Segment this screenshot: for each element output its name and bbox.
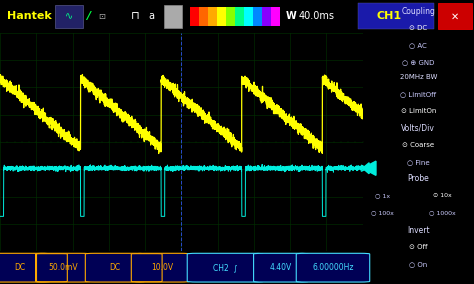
Text: 6.00000Hz: 6.00000Hz xyxy=(312,263,354,272)
FancyBboxPatch shape xyxy=(217,7,226,26)
FancyBboxPatch shape xyxy=(36,253,90,282)
Text: 0.000s: 0.000s xyxy=(194,42,223,51)
Text: ⊙ 10x: ⊙ 10x xyxy=(433,193,452,199)
FancyBboxPatch shape xyxy=(85,253,145,282)
Text: ✕: ✕ xyxy=(451,11,459,21)
Text: ○ On: ○ On xyxy=(409,261,428,267)
FancyBboxPatch shape xyxy=(253,7,262,26)
Text: ○ 1x: ○ 1x xyxy=(375,193,390,199)
Text: ⊙ DC: ⊙ DC xyxy=(409,25,428,32)
FancyBboxPatch shape xyxy=(190,7,280,26)
FancyBboxPatch shape xyxy=(199,7,208,26)
FancyBboxPatch shape xyxy=(36,254,67,282)
FancyBboxPatch shape xyxy=(262,7,271,26)
Text: W: W xyxy=(286,11,297,21)
FancyBboxPatch shape xyxy=(438,3,472,30)
FancyBboxPatch shape xyxy=(208,7,217,26)
Text: ⊡: ⊡ xyxy=(99,12,105,21)
Text: Probe: Probe xyxy=(408,174,429,183)
Text: /: / xyxy=(86,11,90,21)
Polygon shape xyxy=(363,161,376,175)
Text: ∿: ∿ xyxy=(64,11,73,21)
FancyBboxPatch shape xyxy=(0,253,50,282)
FancyBboxPatch shape xyxy=(226,7,235,26)
Text: ⊙ Coarse: ⊙ Coarse xyxy=(402,142,434,148)
FancyBboxPatch shape xyxy=(190,7,199,26)
Text: ○ 100x: ○ 100x xyxy=(371,210,394,216)
Text: CH2  ∫: CH2 ∫ xyxy=(213,263,237,272)
FancyBboxPatch shape xyxy=(131,254,162,282)
Text: 40.0ms: 40.0ms xyxy=(299,11,335,21)
FancyBboxPatch shape xyxy=(187,253,263,282)
Text: Invert: Invert xyxy=(407,225,429,235)
Polygon shape xyxy=(363,163,369,174)
FancyBboxPatch shape xyxy=(55,5,83,28)
FancyBboxPatch shape xyxy=(271,7,280,26)
FancyBboxPatch shape xyxy=(135,253,190,282)
Text: 20MHz BW: 20MHz BW xyxy=(400,74,437,80)
Text: ○ ⊕ GND: ○ ⊕ GND xyxy=(402,59,435,66)
Text: Volts/Div: Volts/Div xyxy=(401,123,435,132)
Text: ⊓: ⊓ xyxy=(131,11,139,21)
FancyBboxPatch shape xyxy=(296,253,370,282)
Text: 50.0mV: 50.0mV xyxy=(48,263,78,272)
Text: ○ AC: ○ AC xyxy=(410,42,427,49)
Text: a: a xyxy=(149,11,155,21)
Text: ○ Fine: ○ Fine xyxy=(407,159,429,165)
Text: ⊙ LimitOn: ⊙ LimitOn xyxy=(401,108,436,114)
Text: ○ LimitOff: ○ LimitOff xyxy=(400,91,437,97)
Text: 4.40V: 4.40V xyxy=(270,263,292,272)
Text: Coupling: Coupling xyxy=(401,7,435,16)
FancyBboxPatch shape xyxy=(244,7,253,26)
Text: ○ 1000x: ○ 1000x xyxy=(429,210,456,216)
Text: ⊙ Off: ⊙ Off xyxy=(409,244,428,250)
FancyBboxPatch shape xyxy=(164,5,182,28)
FancyBboxPatch shape xyxy=(254,253,308,282)
Text: DC: DC xyxy=(109,263,120,272)
FancyBboxPatch shape xyxy=(235,7,244,26)
Text: Hantek: Hantek xyxy=(7,11,52,21)
Text: DC: DC xyxy=(15,263,26,272)
Text: CH1: CH1 xyxy=(376,11,401,21)
FancyBboxPatch shape xyxy=(358,3,434,30)
Text: 10.0V: 10.0V xyxy=(151,263,173,272)
